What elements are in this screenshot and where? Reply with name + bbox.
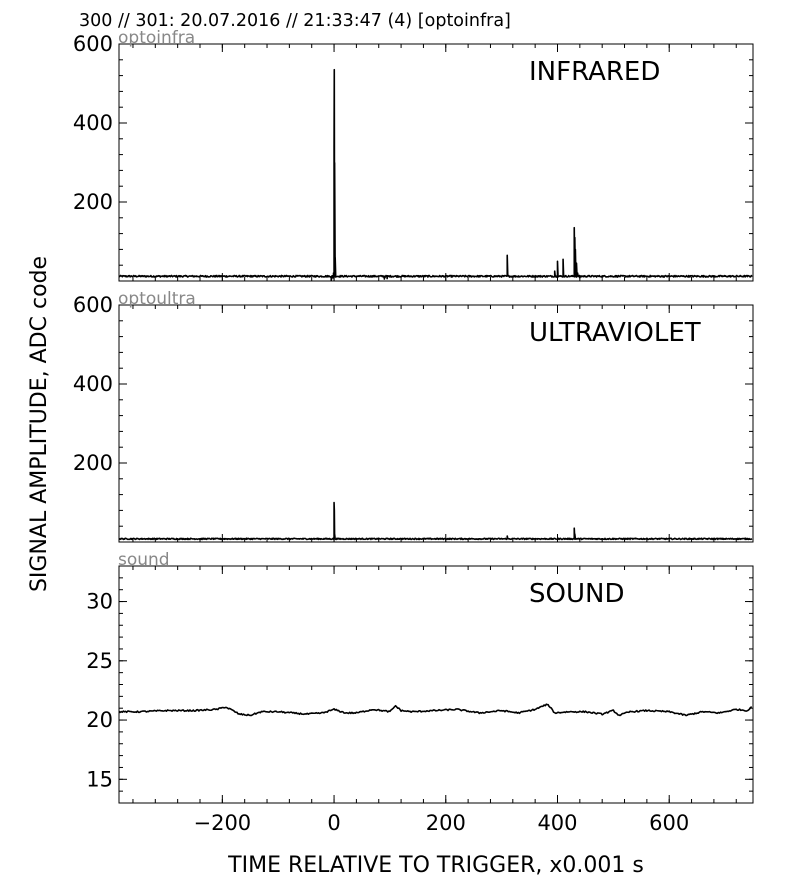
- y-tick-label: 20: [86, 708, 113, 732]
- y-axis-title: SIGNAL AMPLITUDE, ADC code: [27, 256, 52, 592]
- series-line-ultraviolet: [118, 501, 753, 541]
- panels: 200400600INFRAREDoptoinfra200400600ULTRA…: [73, 28, 754, 835]
- series-line-sound: [118, 703, 753, 717]
- y-tick-label: 600: [73, 293, 113, 317]
- x-tick-label: 600: [649, 811, 689, 835]
- panel-sound: 15 20 25 30 −200 0 200 400 600 SOUND sound: [86, 550, 754, 835]
- panel-source-label: sound: [118, 550, 170, 570]
- x-tick-label: −200: [193, 811, 251, 835]
- y-tick-label: 15: [86, 767, 113, 791]
- panel-source-label: optoinfra: [118, 28, 195, 48]
- x-axis-title: TIME RELATIVE TO TRIGGER, x0.001 s: [227, 853, 644, 878]
- plot-frame: [118, 565, 754, 804]
- figure-header: 300 // 301: 20.07.2016 // 21:33:47 (4) […: [79, 11, 511, 31]
- panel-source-label: optoultra: [118, 289, 196, 309]
- plot-frame: [118, 304, 754, 543]
- panel-title: INFRARED: [529, 57, 660, 87]
- x-tick-label: 0: [327, 811, 340, 835]
- y-tick-label: 200: [73, 190, 113, 214]
- x-tick-label: 400: [537, 811, 577, 835]
- y-tick-label: 400: [73, 111, 113, 135]
- y-tick-label: 25: [86, 649, 113, 673]
- x-tick-label: 200: [426, 811, 466, 835]
- panel-title: SOUND: [529, 579, 624, 609]
- panel-title: ULTRAVIOLET: [529, 318, 701, 348]
- y-tick-label: 400: [73, 372, 113, 396]
- plot-frame: [118, 43, 754, 282]
- panel-ultraviolet: 200 400 600 ULTRAVIOLET optoultra: [73, 289, 754, 543]
- y-tick-label: 30: [86, 590, 113, 614]
- y-tick-label: 600: [73, 32, 113, 56]
- series-line-infrared: [118, 68, 753, 282]
- y-tick-label: 200: [73, 451, 113, 475]
- panel-infrared: 200 400 600 INFRARED optoinfra: [73, 28, 754, 282]
